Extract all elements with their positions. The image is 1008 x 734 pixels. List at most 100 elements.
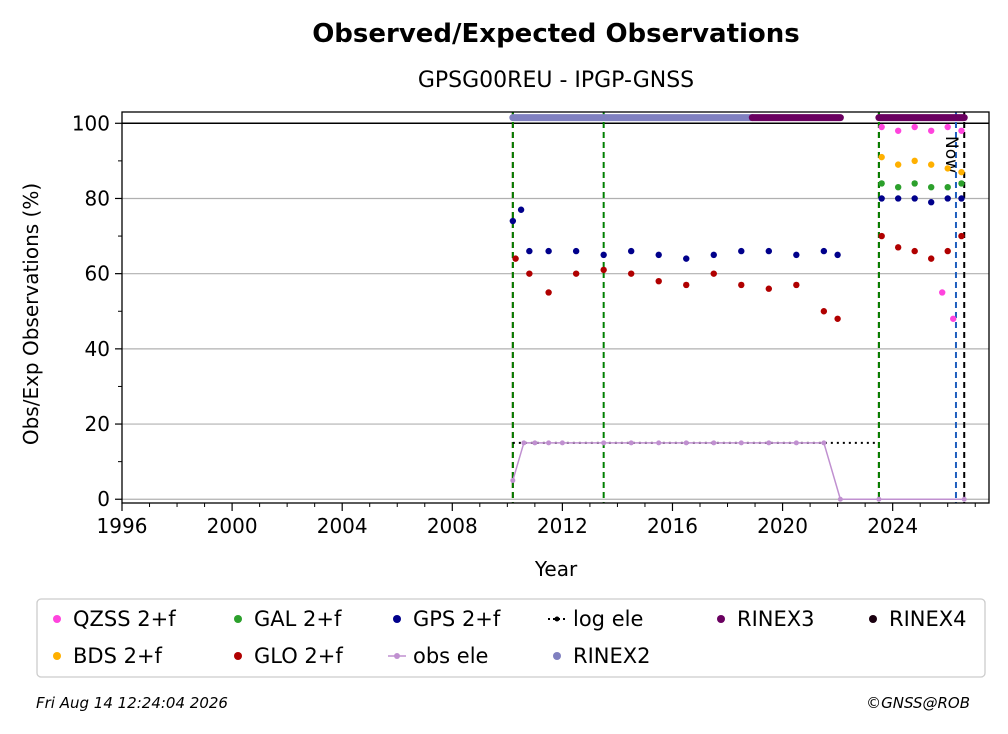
footer-timestamp: Fri Aug 14 12:24:04 2026 xyxy=(36,694,228,712)
data-point xyxy=(911,247,918,255)
footer-credit: ©GNSS@ROB xyxy=(866,694,970,712)
vertical-markers: Now xyxy=(511,112,966,503)
data-point xyxy=(820,308,828,315)
data-point xyxy=(627,270,635,277)
legend-label: GAL 2+f xyxy=(254,607,342,631)
data-point xyxy=(928,199,935,206)
legend-label: QZSS 2+f xyxy=(73,607,176,631)
legend-marker xyxy=(234,652,242,660)
data-point xyxy=(894,161,902,168)
legend-label: GPS 2+f xyxy=(413,607,501,631)
data-point xyxy=(572,247,580,255)
y-tick-label: 0 xyxy=(97,487,110,511)
legend-marker xyxy=(554,616,560,622)
legend-label: log ele xyxy=(573,607,643,631)
data-point xyxy=(878,123,885,131)
plot-marks xyxy=(509,114,968,502)
data-point xyxy=(911,157,918,165)
x-tick-label: 2020 xyxy=(757,514,808,538)
chart-title: Observed/Expected Observations xyxy=(312,19,800,49)
data-point xyxy=(894,183,902,191)
data-point xyxy=(894,244,902,251)
data-point xyxy=(876,496,882,502)
y-tick-label: 100 xyxy=(72,111,110,135)
legend-label: GLO 2+f xyxy=(254,644,343,668)
data-point xyxy=(526,270,533,277)
data-point xyxy=(711,440,717,446)
data-point xyxy=(793,440,799,446)
data-point xyxy=(928,127,935,134)
legend-marker xyxy=(869,615,877,623)
data-point xyxy=(944,247,951,255)
data-point xyxy=(894,195,902,202)
data-point xyxy=(517,206,525,213)
data-point xyxy=(766,440,772,446)
x-tick-label: 2004 xyxy=(317,514,368,538)
data-point xyxy=(545,247,552,255)
data-point xyxy=(944,183,951,191)
data-point xyxy=(911,180,918,187)
x-tick-label: 2024 xyxy=(867,514,918,538)
data-point xyxy=(950,315,957,322)
legend-marker xyxy=(553,652,561,660)
data-point xyxy=(944,165,951,172)
legend-marker xyxy=(393,615,401,623)
y-tick-label: 60 xyxy=(85,262,110,286)
data-point xyxy=(656,440,662,446)
data-point xyxy=(683,281,690,289)
data-point xyxy=(837,496,843,502)
axis-ticks: 0 20 40 60 80 100 1996 2000 2004 2008 2012 2016 2020… xyxy=(72,111,976,538)
data-point xyxy=(834,251,841,259)
legend-marker xyxy=(234,615,242,623)
data-point xyxy=(710,251,717,259)
data-point xyxy=(572,270,580,277)
y-tick-label: 20 xyxy=(85,412,110,436)
data-point xyxy=(627,247,635,255)
legend-label: RINEX2 xyxy=(573,644,651,668)
legend-marker xyxy=(53,615,61,623)
legend: QZSS 2+f GAL 2+f GPS 2+f log ele RINEX3 RINEX… xyxy=(53,607,967,668)
data-point xyxy=(765,285,773,292)
data-point xyxy=(958,180,965,187)
data-point xyxy=(512,255,519,262)
data-point xyxy=(911,123,918,131)
grid-lines xyxy=(122,122,989,500)
data-point xyxy=(928,255,935,262)
data-point xyxy=(911,195,918,202)
data-point xyxy=(878,195,885,202)
data-point xyxy=(655,251,662,259)
x-axis-label: Year xyxy=(534,557,578,581)
data-point xyxy=(958,168,965,176)
data-point xyxy=(939,289,946,296)
now-label: Now xyxy=(941,136,961,173)
data-point xyxy=(546,440,552,446)
data-point xyxy=(820,247,828,255)
x-tick-label: 1996 xyxy=(97,514,148,538)
data-point xyxy=(655,277,662,285)
chart-subtitle: GPSG00REU - IPGP-GNSS xyxy=(418,68,694,93)
legend-label: BDS 2+f xyxy=(73,644,163,668)
legend-label: RINEX4 xyxy=(889,607,967,631)
series-line xyxy=(512,442,965,500)
data-point xyxy=(928,161,935,168)
data-point xyxy=(510,477,516,483)
legend-marker xyxy=(394,653,400,659)
data-point xyxy=(521,440,527,446)
legend-marker xyxy=(717,615,725,623)
legend-marker xyxy=(53,652,61,660)
data-point xyxy=(765,247,773,255)
data-point xyxy=(878,153,885,161)
legend-box xyxy=(36,598,986,678)
y-tick-label: 80 xyxy=(85,186,110,210)
data-point xyxy=(834,315,841,322)
legend-label: RINEX3 xyxy=(737,607,815,631)
y-axis-label: Obs/Exp Observations (%) xyxy=(19,183,43,445)
data-point xyxy=(878,180,885,187)
data-point xyxy=(628,440,634,446)
data-point xyxy=(894,127,902,134)
data-point xyxy=(738,247,745,255)
legend-label: obs ele xyxy=(413,644,488,668)
data-point xyxy=(738,440,744,446)
data-point xyxy=(961,496,967,502)
data-point xyxy=(793,281,800,289)
